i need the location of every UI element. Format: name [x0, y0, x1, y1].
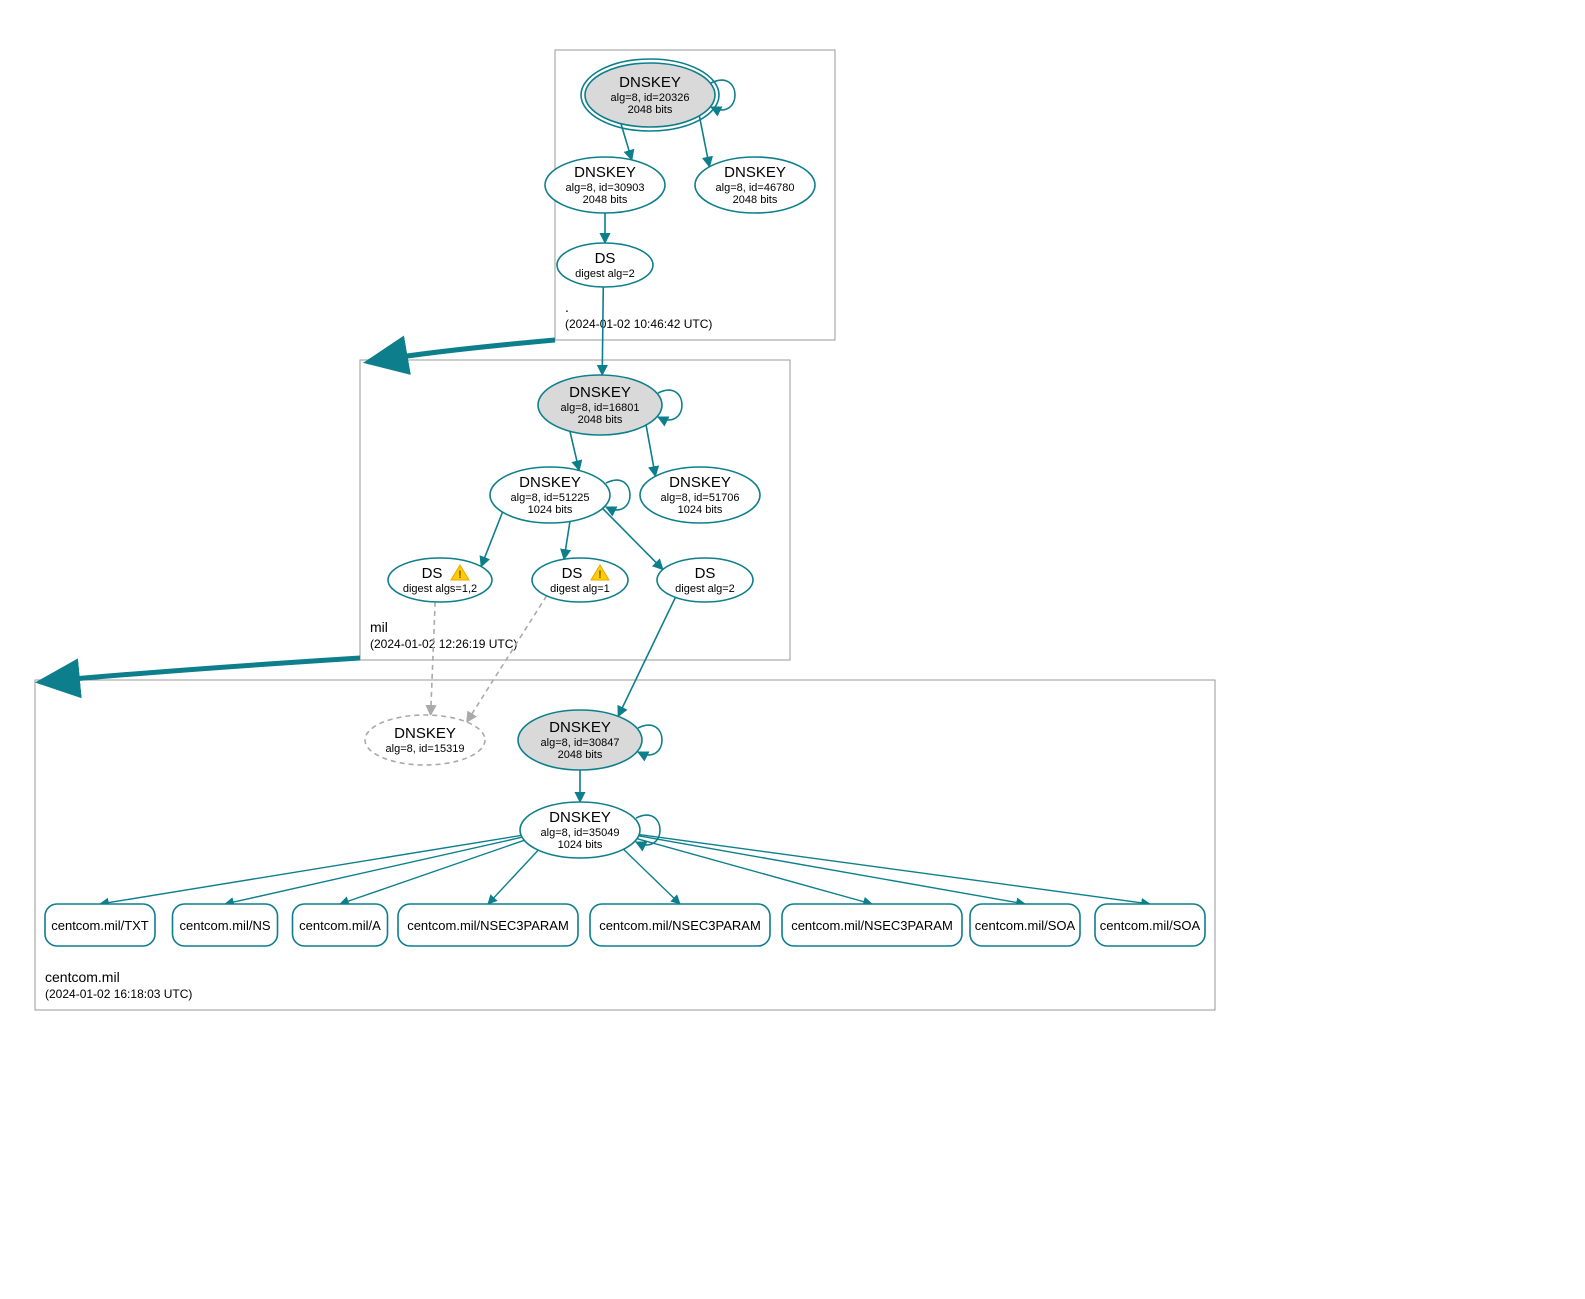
- svg-text:DNSKEY: DNSKEY: [569, 384, 631, 401]
- svg-text:1024 bits: 1024 bits: [528, 504, 573, 516]
- svg-text:2048 bits: 2048 bits: [628, 104, 673, 116]
- leaf-record: centcom.mil/NSEC3PARAM: [782, 904, 962, 946]
- svg-text:DNSKEY: DNSKEY: [519, 474, 581, 491]
- svg-text:digest alg=1: digest alg=1: [550, 583, 610, 595]
- leaf-record: centcom.mil/NSEC3PARAM: [590, 904, 770, 946]
- svg-text:(2024-01-02 16:18:03 UTC): (2024-01-02 16:18:03 UTC): [45, 987, 192, 1001]
- svg-text:DS: DS: [422, 565, 443, 582]
- svg-text:alg=8, id=51225: alg=8, id=51225: [511, 492, 590, 504]
- svg-text:DNSKEY: DNSKEY: [394, 725, 456, 742]
- svg-text:DS: DS: [562, 565, 583, 582]
- svg-text:DNSKEY: DNSKEY: [724, 164, 786, 181]
- node-cent_zsk: DNSKEYalg=8, id=350491024 bits: [520, 802, 640, 858]
- svg-text:alg=8, id=35049: alg=8, id=35049: [541, 827, 620, 839]
- svg-text:DNSKEY: DNSKEY: [574, 164, 636, 181]
- svg-text:!: !: [598, 569, 602, 581]
- node-root_zsk2: DNSKEYalg=8, id=467802048 bits: [695, 157, 815, 213]
- node-mil_ksk: DNSKEYalg=8, id=168012048 bits: [538, 375, 662, 435]
- svg-text:2048 bits: 2048 bits: [578, 414, 623, 426]
- svg-text:DNSKEY: DNSKEY: [549, 809, 611, 826]
- svg-text:DNSKEY: DNSKEY: [669, 474, 731, 491]
- svg-text:(2024-01-02 10:46:42 UTC): (2024-01-02 10:46:42 UTC): [565, 317, 712, 331]
- node-root_ksk: DNSKEYalg=8, id=203262048 bits: [581, 59, 719, 131]
- svg-text:centcom.mil/SOA: centcom.mil/SOA: [1100, 918, 1201, 933]
- svg-text:alg=8, id=20326: alg=8, id=20326: [611, 92, 690, 104]
- svg-text:mil: mil: [370, 619, 388, 635]
- svg-text:alg=8, id=30847: alg=8, id=30847: [541, 737, 620, 749]
- svg-text:DNSKEY: DNSKEY: [619, 74, 681, 91]
- svg-text:1024 bits: 1024 bits: [558, 839, 603, 851]
- node-cent_missing: DNSKEYalg=8, id=15319: [365, 715, 485, 765]
- node-root_zsk1: DNSKEYalg=8, id=309032048 bits: [545, 157, 665, 213]
- node-root_ds: DSdigest alg=2: [557, 243, 653, 287]
- svg-text:centcom.mil/TXT: centcom.mil/TXT: [51, 918, 149, 933]
- leaf-record: centcom.mil/NSEC3PARAM: [398, 904, 578, 946]
- svg-text:centcom.mil/NS: centcom.mil/NS: [179, 918, 270, 933]
- svg-text:.: .: [565, 299, 569, 315]
- svg-text:alg=8, id=46780: alg=8, id=46780: [716, 182, 795, 194]
- node-mil_ds3: DSdigest alg=2: [657, 558, 753, 602]
- svg-text:alg=8, id=30903: alg=8, id=30903: [566, 182, 645, 194]
- dnssec-diagram: . (2024-01-02 10:46:42 UTC) mil (2024-01-02…: [20, 20, 1565, 1025]
- svg-text:centcom.mil/NSEC3PARAM: centcom.mil/NSEC3PARAM: [791, 918, 953, 933]
- svg-text:centcom.mil: centcom.mil: [45, 969, 120, 985]
- svg-text:digest alg=2: digest alg=2: [675, 583, 735, 595]
- svg-text:centcom.mil/NSEC3PARAM: centcom.mil/NSEC3PARAM: [599, 918, 761, 933]
- svg-text:2048 bits: 2048 bits: [558, 749, 603, 761]
- node-mil_ds1: DSdigest algs=1,2!: [388, 558, 492, 602]
- node-cent_ksk: DNSKEYalg=8, id=308472048 bits: [518, 710, 642, 770]
- svg-text:alg=8, id=16801: alg=8, id=16801: [561, 402, 640, 414]
- leaf-record: centcom.mil/TXT: [45, 904, 155, 946]
- svg-text:digest algs=1,2: digest algs=1,2: [403, 583, 477, 595]
- svg-text:centcom.mil/SOA: centcom.mil/SOA: [975, 918, 1076, 933]
- svg-text:alg=8, id=15319: alg=8, id=15319: [386, 743, 465, 755]
- node-mil_zsk1: DNSKEYalg=8, id=512251024 bits: [490, 467, 610, 523]
- svg-text:1024 bits: 1024 bits: [678, 504, 723, 516]
- leaf-record: centcom.mil/SOA: [970, 904, 1080, 946]
- svg-text:!: !: [458, 569, 462, 581]
- svg-text:centcom.mil/A: centcom.mil/A: [299, 918, 381, 933]
- svg-text:DS: DS: [695, 565, 716, 582]
- svg-text:DS: DS: [595, 250, 616, 267]
- node-mil_zsk2: DNSKEYalg=8, id=517061024 bits: [640, 467, 760, 523]
- svg-text:2048 bits: 2048 bits: [733, 194, 778, 206]
- node-mil_ds2: DSdigest alg=1!: [532, 558, 628, 602]
- svg-text:2048 bits: 2048 bits: [583, 194, 628, 206]
- leaf-record: centcom.mil/A: [293, 904, 388, 946]
- svg-text:alg=8, id=51706: alg=8, id=51706: [661, 492, 740, 504]
- svg-text:digest alg=2: digest alg=2: [575, 268, 635, 280]
- svg-text:DNSKEY: DNSKEY: [549, 719, 611, 736]
- svg-text:(2024-01-02 12:26:19 UTC): (2024-01-02 12:26:19 UTC): [370, 637, 517, 651]
- leaf-record: centcom.mil/NS: [173, 904, 278, 946]
- svg-text:centcom.mil/NSEC3PARAM: centcom.mil/NSEC3PARAM: [407, 918, 569, 933]
- leaf-record: centcom.mil/SOA: [1095, 904, 1205, 946]
